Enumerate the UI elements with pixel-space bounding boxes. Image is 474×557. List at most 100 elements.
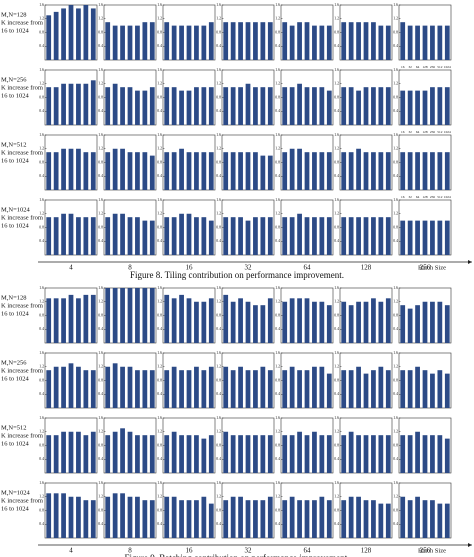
bar	[127, 87, 133, 125]
bar	[208, 87, 214, 125]
y-tick-label: 0.4	[39, 44, 44, 48]
k-label: 512	[437, 65, 442, 69]
y-tick-label: 1.6	[39, 416, 44, 420]
bar	[238, 217, 243, 255]
y-tick-label: 0.8	[334, 508, 339, 512]
bar	[304, 435, 310, 473]
y-tick-label: 1.6	[334, 351, 339, 355]
column-label: 8	[128, 264, 132, 272]
bar	[341, 22, 347, 60]
bar	[149, 220, 155, 255]
y-tick-label: 1.2	[393, 430, 398, 434]
bar	[201, 152, 207, 190]
bar	[297, 83, 302, 125]
y-tick-label: 0.4	[216, 44, 221, 48]
k-label: 128	[422, 195, 427, 199]
y-tick-label: 0.8	[39, 508, 44, 512]
y-tick-label: 0.8	[39, 313, 44, 317]
bar	[407, 152, 413, 190]
row-label: K increase from	[1, 84, 43, 91]
bar	[127, 217, 133, 255]
bar	[341, 435, 347, 473]
bar	[348, 370, 354, 408]
bar	[363, 87, 369, 125]
bar	[208, 220, 214, 255]
y-tick-label: 0.4	[393, 392, 398, 396]
bar	[186, 500, 192, 538]
k-label: 512	[437, 130, 442, 134]
y-tick-label: 1.6	[393, 286, 398, 290]
k-label: 16	[401, 195, 405, 199]
bar	[422, 370, 428, 408]
bar	[371, 22, 376, 60]
row-label: M,N=256	[1, 359, 27, 366]
y-tick-label: 1.6	[275, 481, 280, 485]
y-tick-label: 1.2	[39, 430, 44, 434]
bar	[68, 496, 74, 538]
bar	[437, 301, 443, 343]
bar	[76, 148, 81, 190]
y-tick-label: 0.8	[393, 95, 398, 99]
y-tick-label: 0.4	[275, 174, 280, 178]
y-tick-label: 1.6	[216, 68, 221, 72]
k-label: 32	[408, 65, 412, 69]
y-tick-label: 0.8	[334, 160, 339, 164]
bar	[186, 90, 192, 125]
bar	[341, 301, 347, 343]
bar	[112, 493, 118, 538]
bar	[171, 152, 177, 190]
y-tick-label: 1.2	[98, 300, 103, 304]
bar	[83, 217, 89, 255]
bar	[407, 500, 413, 538]
bar	[194, 435, 199, 473]
bar	[267, 22, 273, 60]
y-tick-label: 0.4	[393, 174, 398, 178]
row-label: 16 to 1024	[1, 375, 30, 382]
y-tick-label: 0.8	[216, 313, 221, 317]
bar	[289, 435, 295, 473]
bar	[112, 83, 118, 125]
bar	[120, 213, 125, 255]
bar	[142, 90, 148, 125]
bar	[385, 370, 391, 408]
y-tick-label: 0.8	[98, 443, 103, 447]
y-tick-label: 0.4	[334, 239, 339, 243]
y-tick-label: 1.6	[393, 351, 398, 355]
bar	[90, 8, 96, 60]
bar	[282, 152, 288, 190]
bar	[341, 370, 347, 408]
bar	[135, 496, 140, 538]
y-tick-label: 1.2	[98, 147, 103, 151]
bar	[326, 217, 332, 255]
bar	[282, 500, 288, 538]
bar	[319, 366, 325, 408]
bar	[68, 363, 74, 408]
bar	[179, 90, 184, 125]
bar	[171, 366, 177, 408]
bar	[61, 83, 66, 125]
bar	[326, 90, 332, 125]
bar	[171, 496, 177, 538]
y-tick-label: 1.6	[334, 3, 339, 7]
bar	[289, 25, 295, 60]
y-tick-label: 1.6	[275, 133, 280, 137]
bar	[194, 500, 199, 538]
y-tick-label: 1.6	[334, 416, 339, 420]
bar	[76, 366, 81, 408]
bar	[253, 152, 258, 190]
y-tick-label: 1.2	[157, 495, 162, 499]
y-tick-label: 0.4	[98, 174, 103, 178]
y-tick-label: 1.2	[334, 212, 339, 216]
bar	[356, 435, 361, 473]
bar	[245, 301, 251, 343]
bar	[90, 152, 96, 190]
y-tick-label: 0.8	[275, 378, 280, 382]
bar	[253, 22, 258, 60]
bar	[61, 148, 66, 190]
bar	[415, 90, 420, 125]
k-label: 256	[430, 130, 435, 134]
bar	[171, 431, 177, 473]
bar	[112, 363, 118, 408]
bar	[400, 496, 406, 538]
bar	[186, 435, 192, 473]
